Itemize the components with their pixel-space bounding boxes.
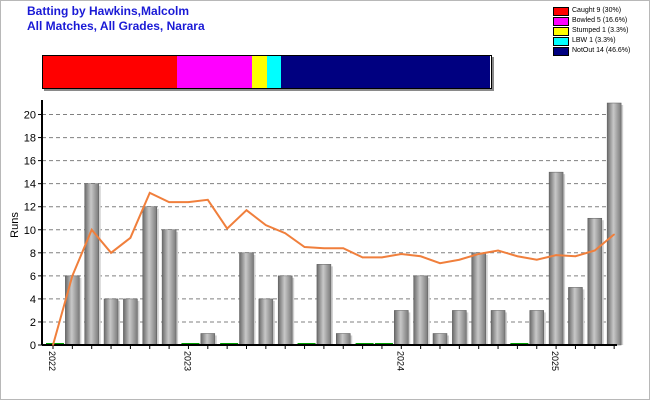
dismissal-segment (43, 56, 178, 88)
y-tick-label: 12 (24, 202, 36, 214)
average-point (458, 258, 461, 261)
average-point (361, 256, 364, 259)
bar (161, 229, 177, 346)
dismissal-segment (281, 56, 491, 88)
average-point (477, 253, 480, 255)
y-tick-label: 6 (30, 271, 36, 283)
legend-swatch (553, 37, 569, 46)
bar (200, 333, 216, 346)
average-point (323, 247, 325, 249)
y-tick-label: 14 (24, 179, 36, 191)
x-tick-label: 2024 (395, 351, 405, 371)
average-point (90, 228, 93, 231)
average-point (497, 249, 499, 252)
average-line (52, 191, 615, 346)
bar (606, 102, 622, 346)
bar (432, 333, 448, 346)
bar (336, 333, 351, 346)
average-point (207, 199, 209, 201)
dismissal-segment (266, 56, 282, 88)
average-point (613, 233, 615, 236)
average-point (226, 227, 228, 230)
average-point (110, 252, 112, 254)
chart-title: Batting by Hawkins,Malcolm (27, 4, 190, 18)
average-point (555, 254, 557, 256)
legend-label: Caught 9 (30%) (572, 7, 622, 14)
legend-label: Bowled 5 (16.6%) (572, 17, 628, 24)
average-point (342, 247, 345, 249)
y-tick-label: 2 (30, 317, 36, 329)
average-point (303, 246, 306, 248)
bar (548, 171, 564, 346)
average-point (284, 232, 287, 235)
average-point (187, 201, 190, 203)
y-tick-label: 8 (30, 248, 36, 260)
legend-swatch (553, 47, 569, 56)
bar (239, 252, 254, 346)
average-point (381, 256, 383, 259)
bar (316, 264, 332, 346)
average-point (400, 253, 403, 255)
legend-swatch (553, 27, 569, 36)
bar (258, 298, 274, 346)
bar (103, 298, 119, 346)
title-block: Batting by Hawkins,Malcolm All Matches, … (27, 4, 205, 34)
dismissal-segment (251, 56, 267, 88)
bar (587, 217, 603, 346)
bar (452, 310, 467, 346)
bar (65, 275, 80, 346)
x-tick-label: 2025 (550, 351, 560, 371)
legend-label: Stumped 1 (3.3%) (572, 27, 629, 34)
legend-swatch (553, 17, 569, 26)
average-point (535, 258, 538, 261)
bar (413, 275, 428, 346)
bar (84, 183, 99, 346)
bar (142, 206, 157, 346)
average-point (245, 209, 248, 211)
average-point (148, 192, 151, 194)
x-tick-label: 2022 (47, 351, 57, 371)
bar (529, 310, 544, 346)
average-point (574, 255, 577, 258)
bar (123, 298, 138, 346)
y-tick-label: 10 (24, 225, 36, 237)
legend-label: LBW 1 (3.3%) (572, 37, 616, 44)
bar (277, 275, 293, 346)
y-tick-label: 4 (30, 294, 36, 306)
average-point (594, 249, 596, 252)
y-tick-label: 20 (24, 110, 36, 122)
bar (471, 252, 486, 346)
bar (490, 310, 506, 346)
average-point (516, 255, 519, 258)
y-tick-label: 18 (24, 133, 36, 145)
chart-subtitle: All Matches, All Grades, Narara (27, 19, 205, 33)
y-tick-label: 16 (24, 156, 36, 168)
y-tick-label: 0 (30, 340, 36, 352)
average-point (439, 262, 441, 264)
bar (568, 287, 583, 346)
average-point (265, 224, 267, 226)
y-axis-label: Runs (9, 212, 21, 238)
average-point (168, 201, 170, 203)
dismissal-segment (177, 56, 252, 88)
dismissal-bar (42, 55, 492, 89)
average-point (419, 255, 422, 258)
average-point (52, 344, 54, 346)
legend-label: NotOut 14 (46.6%) (572, 47, 631, 54)
bar (394, 310, 409, 346)
x-tick-label: 2023 (182, 351, 192, 371)
legend-swatch (553, 7, 569, 16)
average-point (71, 275, 74, 277)
average-point (129, 237, 132, 239)
